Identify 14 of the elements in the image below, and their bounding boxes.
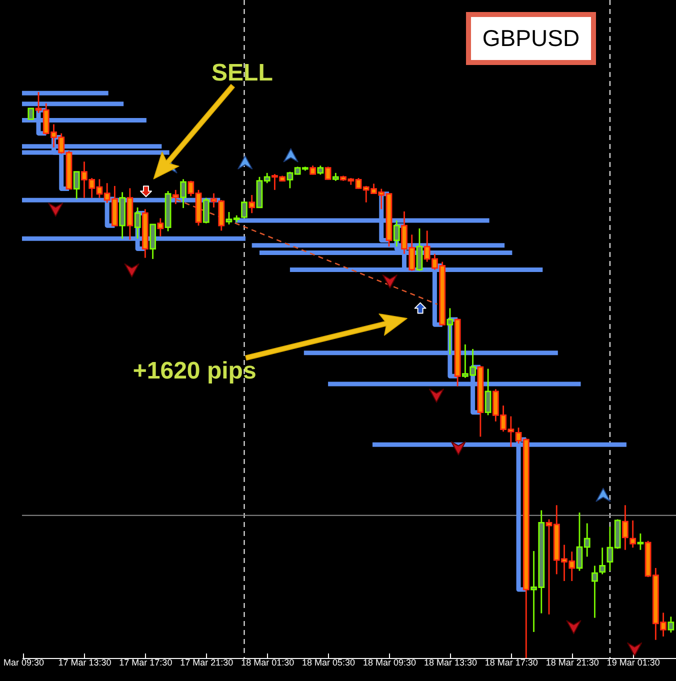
x-tick-label: 17 Mar 21:30 [180, 658, 234, 668]
x-tick-label: 18 Mar 01:30 [241, 658, 294, 668]
chart-title: GBPUSD [466, 12, 596, 65]
x-tick-label: 17 Mar 13:30 [58, 658, 112, 668]
x-tick-label: 19 Mar 01:30 [606, 658, 660, 668]
x-tick-label: 18 Mar 17:30 [484, 658, 538, 668]
x-tick-label: Mar 09:30 [4, 658, 44, 668]
x-tick-label: 18 Mar 09:30 [362, 658, 416, 668]
x-tick-label: 18 Mar 21:30 [546, 658, 599, 668]
text: SELL [212, 59, 273, 86]
annotation: +1620 pips [132, 358, 256, 384]
x-tick-label: 17 Mar 17:30 [119, 658, 172, 668]
x-tick-label: 18 Mar 13:30 [424, 658, 477, 668]
x-tick-label: 18 Mar 05:30 [302, 658, 356, 668]
